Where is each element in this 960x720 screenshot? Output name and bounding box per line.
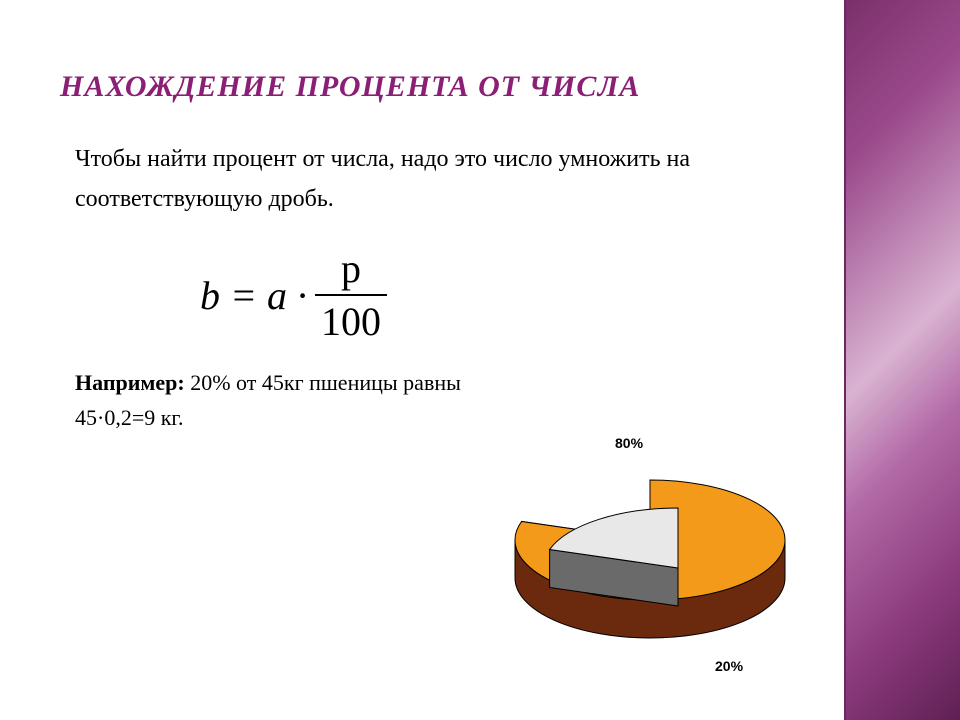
example-block: Например: 20% от 45кг пшеницы равны 45·0… <box>75 365 475 435</box>
example-lead: Например: <box>75 370 185 395</box>
pie-chart: 80% 20% <box>480 430 860 690</box>
accent-band <box>844 0 960 720</box>
formula-denominator: 100 <box>315 296 387 345</box>
formula-fraction: p 100 <box>315 245 387 345</box>
slide-title: НАХОЖДЕНИЕ ПРОЦЕНТА ОТ ЧИСЛА <box>60 70 810 104</box>
pie-svg <box>480 430 860 690</box>
formula-lhs: b = a · <box>200 272 307 319</box>
formula: b = a · p 100 <box>200 245 387 345</box>
pie-label-80: 80% <box>615 435 643 451</box>
definition-text: Чтобы найти процент от числа, надо это ч… <box>75 140 700 219</box>
formula-numerator: p <box>335 245 367 294</box>
pie-label-20: 20% <box>715 658 743 674</box>
slide: НАХОЖДЕНИЕ ПРОЦЕНТА ОТ ЧИСЛА Чтобы найти… <box>0 0 960 720</box>
